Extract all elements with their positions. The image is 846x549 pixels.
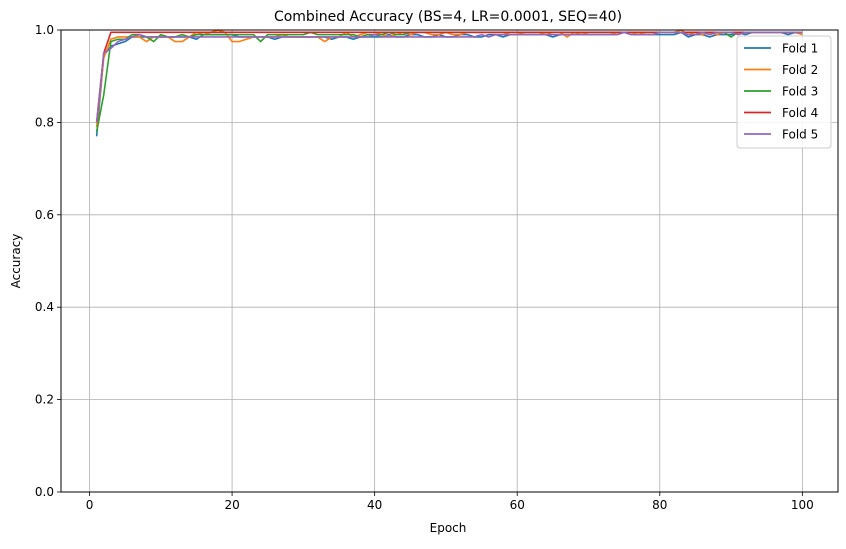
tick-layer: 0 20 40 60 80 100 0.0 0.2 0.4 0.6 0.8 1.0 bbox=[35, 23, 814, 512]
x-tick-label: 80 bbox=[652, 498, 667, 512]
x-tick-label: 60 bbox=[510, 498, 525, 512]
legend-box bbox=[736, 35, 832, 149]
x-tick-label: 20 bbox=[224, 498, 239, 512]
legend-label: Fold 2 bbox=[782, 63, 818, 77]
series-line-fold-4 bbox=[95, 31, 803, 123]
x-tick-label: 0 bbox=[86, 498, 94, 512]
y-tick-label: 0.0 bbox=[35, 485, 54, 499]
y-tick-label: 1.0 bbox=[35, 23, 54, 37]
y-tick-label: 0.4 bbox=[35, 300, 54, 314]
y-tick-label: 0.6 bbox=[35, 208, 54, 222]
legend-label: Fold 5 bbox=[782, 128, 818, 142]
plot-frame bbox=[60, 29, 839, 493]
x-tick-label: 100 bbox=[791, 498, 814, 512]
legend-label: Fold 1 bbox=[782, 42, 818, 56]
legend: Fold 1 Fold 2 Fold 3 Fold 4 Fold 5 bbox=[736, 35, 832, 149]
chart-title: Combined Accuracy (BS=4, LR=0.0001, SEQ=… bbox=[274, 9, 622, 25]
x-axis-title: Epoch bbox=[430, 521, 467, 535]
y-tick-label: 0.8 bbox=[35, 115, 54, 129]
series-layer bbox=[95, 29, 803, 137]
legend-label: Fold 3 bbox=[782, 85, 818, 99]
x-tick-label: 40 bbox=[367, 498, 382, 512]
y-axis-title: Accuracy bbox=[9, 234, 23, 289]
legend-label: Fold 4 bbox=[782, 106, 818, 120]
y-tick-label: 0.2 bbox=[35, 393, 54, 407]
series-line-fold-5 bbox=[95, 31, 803, 123]
